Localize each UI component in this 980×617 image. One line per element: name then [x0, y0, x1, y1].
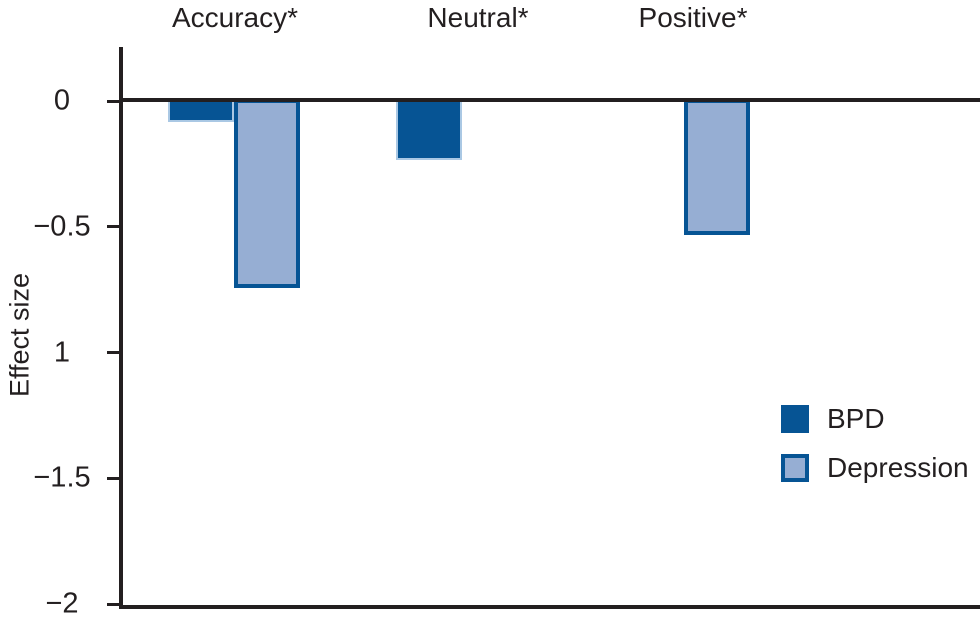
bar-bpd-neutral — [396, 99, 462, 160]
category-label-accuracy: Accuracy* — [171, 2, 299, 33]
bpd-legend-swatch — [781, 405, 809, 433]
bar-depression-positive — [684, 99, 750, 236]
y-tick-label: −1.5 — [33, 461, 91, 494]
zero-baseline — [119, 98, 980, 102]
legend-item-bpd: BPD — [781, 405, 969, 433]
y-tick-mark — [107, 602, 119, 606]
category-label-neutral: Neutral* — [427, 2, 529, 33]
y-tick-mark — [107, 476, 119, 480]
y-axis-title: Effect size — [4, 272, 35, 398]
legend-item-depression: Depression — [781, 454, 969, 482]
y-tick-mark — [107, 99, 119, 103]
y-tick-mark — [107, 225, 119, 229]
y-tick-label: −0.5 — [33, 210, 91, 243]
y-axis-line — [119, 47, 123, 609]
y-tick-label: −2 — [45, 587, 79, 617]
legend: BPD Depression — [781, 405, 969, 482]
bpd-legend-label: BPD — [827, 403, 885, 434]
category-label-positive: Positive* — [638, 2, 748, 33]
depression-legend-swatch — [781, 454, 809, 482]
depression-legend-label: Depression — [827, 452, 969, 483]
y-tick-label: 1 — [53, 336, 71, 368]
bar-depression-accuracy — [234, 99, 300, 289]
bar-bpd-accuracy — [168, 99, 234, 123]
y-tick-label: 0 — [53, 84, 71, 117]
y-tick-mark — [107, 351, 119, 354]
x-axis-line — [119, 605, 980, 609]
